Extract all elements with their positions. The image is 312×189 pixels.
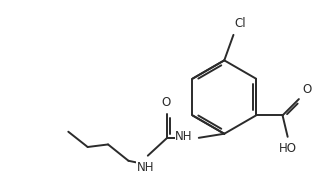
Text: Cl: Cl [235, 17, 246, 30]
Text: O: O [302, 83, 311, 96]
Text: O: O [162, 96, 171, 109]
Text: NH: NH [175, 130, 193, 143]
Text: NH: NH [137, 161, 154, 174]
Text: HO: HO [279, 142, 297, 155]
